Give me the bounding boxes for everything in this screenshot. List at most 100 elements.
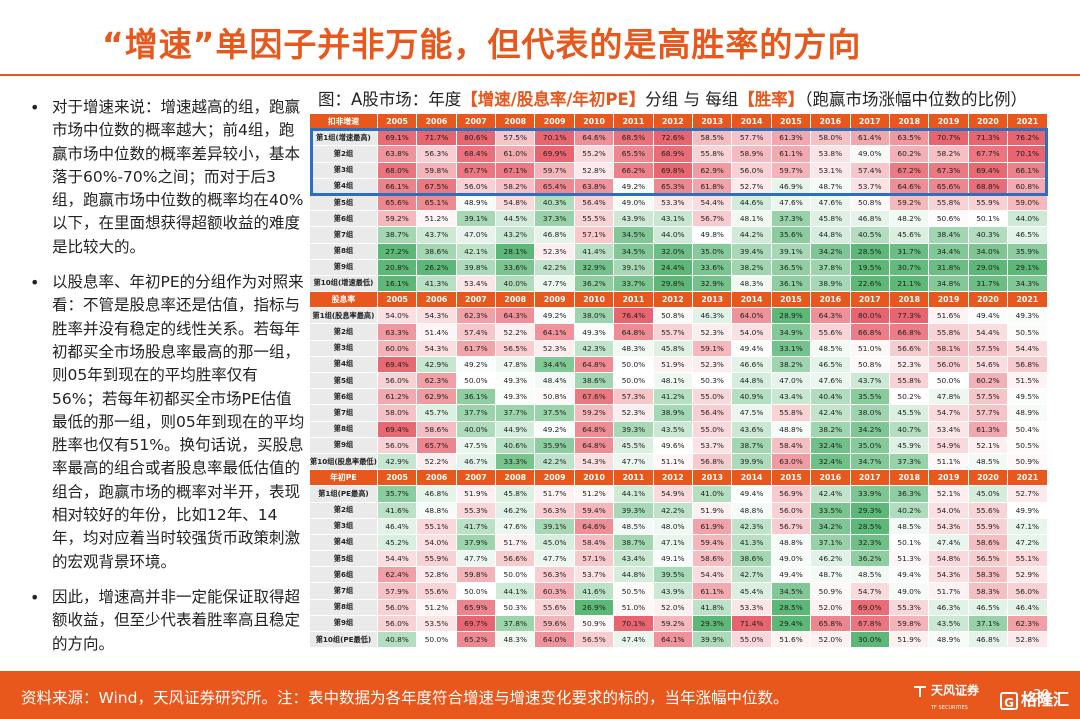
value-cell: 49.3% (496, 373, 535, 389)
value-cell: 46.3% (929, 599, 968, 615)
value-cell: 55.8% (929, 324, 968, 340)
table-row: 第7组 57.9% 55.6% 50.0% 44.1% 60.3% 41.6% 50.5% 43… (310, 583, 1047, 599)
value-cell: 38.7% (377, 227, 417, 243)
value-cell: 65.2% (456, 632, 496, 648)
year-header-cell: 2016 (811, 470, 850, 486)
year-header-cell: 2012 (653, 292, 693, 308)
value-cell: 53.3% (732, 599, 771, 615)
value-cell: 50.5% (1008, 437, 1047, 453)
value-cell: 52.2% (417, 453, 456, 470)
value-cell: 51.0% (850, 340, 889, 356)
value-cell: 35.9% (1008, 243, 1047, 259)
value-cell: 51.7% (535, 486, 574, 502)
value-cell: 26.9% (574, 599, 614, 615)
value-cell: 65.1% (417, 194, 456, 211)
value-cell: 50.0% (456, 583, 496, 599)
value-cell: 63.5% (889, 130, 929, 146)
bullet-text: 因此，增速高并非一定能保证取得超额收益，但至少代表着胜率高且稳定的方向。 (52, 587, 301, 653)
value-cell: 50.3% (693, 373, 732, 389)
value-cell: 37.8% (811, 259, 850, 275)
value-cell: 54.8% (929, 551, 968, 567)
year-header-cell: 2021 (1008, 292, 1047, 308)
value-cell: 47.8% (496, 356, 535, 372)
year-header-cell: 2006 (417, 114, 456, 130)
value-cell: 49.6% (653, 437, 693, 453)
value-cell: 35.0% (693, 243, 732, 259)
value-cell: 62.4% (377, 567, 417, 583)
value-cell: 41.4% (574, 243, 614, 259)
table-header-row: 扣非增速 2005 2006 2007 2008 2009 2010 2011 2012 2013… (310, 114, 1047, 130)
value-cell: 44.1% (496, 583, 535, 599)
value-cell: 50.2% (889, 389, 929, 405)
value-cell: 64.3% (811, 308, 850, 324)
value-cell: 49.3% (574, 324, 614, 340)
value-cell: 20.8% (377, 259, 417, 275)
value-cell: 45.8% (653, 340, 693, 356)
year-header-cell: 2017 (850, 470, 889, 486)
footer-bar: 资料来源：Wind，天风证券研究所。注：表中数据为各年度符合增速与增速变化要求的… (0, 671, 1080, 719)
value-cell: 76.2% (1008, 130, 1047, 146)
value-cell: 54.4% (377, 551, 417, 567)
value-cell: 68.0% (377, 162, 417, 178)
value-cell: 29.0% (968, 259, 1008, 275)
value-cell: 32.9% (693, 275, 732, 292)
value-cell: 37.3% (535, 211, 574, 227)
value-cell: 65.6% (377, 194, 417, 211)
table-row: 第6组 61.2% 62.9% 36.1% 49.3% 50.8% 67.6% 57.3% 41… (310, 389, 1047, 405)
value-cell: 36.2% (574, 275, 614, 292)
value-cell: 48.9% (929, 632, 968, 648)
value-cell: 59.2% (889, 194, 929, 211)
table-row: 第3组 46.4% 55.1% 41.7% 47.6% 39.1% 64.6% 48.5% 48… (310, 518, 1047, 534)
value-cell: 54.3% (417, 340, 456, 356)
value-cell: 58.5% (693, 130, 732, 146)
value-cell: 38.2% (811, 421, 850, 437)
value-cell: 57.4% (456, 324, 496, 340)
table-header-row: 年初PE 2005 2006 2007 2008 2009 2010 2011 2012 2013… (310, 470, 1047, 486)
value-cell: 60.2% (889, 146, 929, 162)
win-rate-table: 扣非增速 2005 2006 2007 2008 2009 2010 2011 2012 2013… (309, 113, 1048, 648)
value-cell: 56.3% (535, 502, 574, 518)
group-label: 第1组(股息率最高) (310, 308, 377, 324)
value-cell: 45.4% (732, 583, 771, 599)
group-label: 第10组(股息率最低) (310, 453, 377, 470)
value-cell: 54.0% (929, 502, 968, 518)
value-cell: 46.8% (417, 486, 456, 502)
value-cell: 59.8% (889, 615, 929, 631)
value-cell: 56.5% (968, 551, 1008, 567)
value-cell: 42.9% (417, 356, 456, 372)
table-row: 第1组(PE最高) 35.7% 46.8% 51.9% 45.8% 51.7% 51.2% 4… (310, 486, 1047, 502)
group-label: 第8组 (310, 243, 377, 259)
value-cell: 62.3% (417, 373, 456, 389)
table-row: 第5组 54.4% 55.9% 47.7% 56.6% 47.7% 57.1% 43.4% 49… (310, 551, 1047, 567)
value-cell: 49.2% (535, 308, 574, 324)
figure-title-prefix: 图：A股市场：年度 (318, 90, 462, 109)
year-header-cell: 2005 (377, 114, 417, 130)
value-cell: 55.9% (968, 518, 1008, 534)
value-cell: 37.1% (811, 534, 850, 551)
value-cell: 44.0% (1008, 211, 1047, 227)
value-cell: 42.4% (811, 486, 850, 502)
value-cell: 57.9% (377, 583, 417, 599)
value-cell: 52.1% (929, 486, 968, 502)
figure-title: 图：A股市场：年度【增速/股息率/年初PE】分组 与 每组【胜率】（跑赢市场涨幅… (318, 86, 1027, 110)
value-cell: 16.1% (377, 275, 417, 292)
group-label: 第10组(PE最低) (310, 632, 377, 648)
value-cell: 39.5% (653, 567, 693, 583)
year-header-cell: 2007 (456, 292, 496, 308)
value-cell: 61.8% (693, 178, 732, 194)
value-cell: 38.2% (732, 259, 771, 275)
table-row: 第3组 60.0% 54.3% 61.7% 56.5% 52.3% 42.3% 48.3% 45… (310, 340, 1047, 356)
value-cell: 55.5% (574, 211, 614, 227)
value-cell: 56.4% (693, 405, 732, 421)
value-cell: 63.0% (771, 453, 811, 470)
value-cell: 60.3% (535, 583, 574, 599)
value-cell: 47.1% (1008, 518, 1047, 534)
value-cell: 54.4% (693, 567, 732, 583)
value-cell: 51.6% (771, 632, 811, 648)
value-cell: 41.8% (693, 599, 732, 615)
value-cell: 58.3% (968, 567, 1008, 583)
bullet-list: • 对于增速来说：增速越高的组，跑赢市场中位数的概率越大；前4组，跑赢市场中位数… (30, 96, 305, 668)
value-cell: 48.9% (456, 194, 496, 211)
value-cell: 46.3% (693, 308, 732, 324)
value-cell: 42.2% (535, 453, 574, 470)
